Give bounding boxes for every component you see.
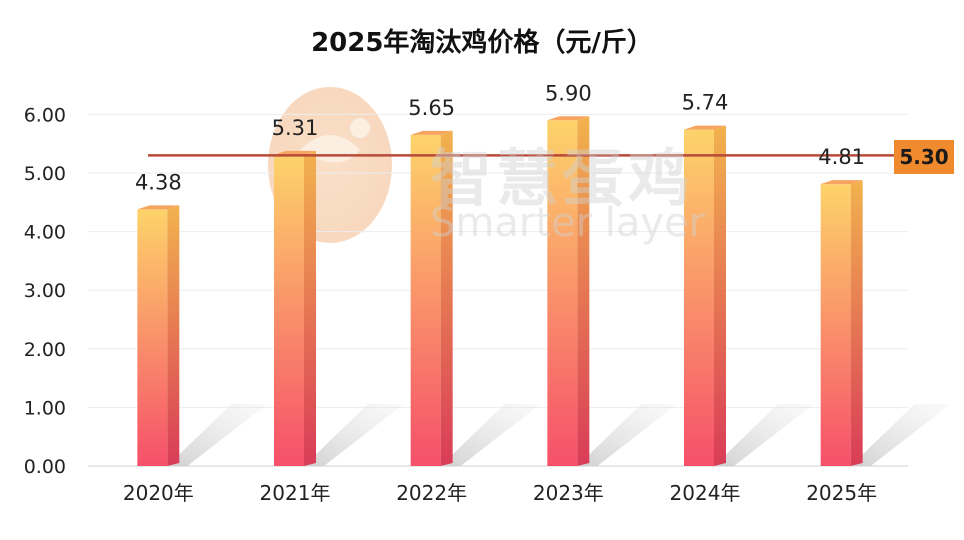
value-label: 5.74 — [682, 91, 729, 115]
x-tick-label: 2021年 — [260, 481, 331, 505]
bar — [684, 129, 714, 467]
x-tick-label: 2025年 — [806, 481, 877, 505]
y-axis-ticks: 0.00 1.00 2.00 3.00 4.00 5.00 6.00 — [24, 104, 66, 478]
x-tick-label: 2022年 — [396, 481, 467, 505]
bar-top — [274, 150, 316, 155]
reference-line-badge: 5.30 — [894, 140, 954, 174]
x-tick-label: 2023年 — [533, 481, 604, 505]
grid-lines — [88, 113, 908, 467]
bar-side — [167, 205, 180, 466]
bar — [547, 120, 578, 466]
bar-shadow — [304, 404, 404, 466]
bar-shadow — [850, 404, 951, 466]
y-tick-label: 0.00 — [24, 456, 66, 478]
bar-top — [410, 130, 453, 135]
bar — [820, 184, 851, 466]
bar-top — [684, 125, 726, 130]
value-label: 5.31 — [272, 116, 319, 140]
y-tick-label: 3.00 — [24, 280, 66, 302]
y-tick-label: 4.00 — [24, 222, 66, 244]
value-labels: 4.38 5.31 5.65 5.90 5.74 4.81 — [135, 81, 865, 194]
y-tick-label: 5.00 — [24, 163, 66, 185]
value-label: 4.81 — [818, 145, 865, 169]
value-label: 4.38 — [135, 170, 182, 194]
bar-side — [850, 180, 863, 466]
bar-side — [440, 130, 453, 466]
bar-shadows — [167, 404, 951, 466]
bar-shadow — [440, 404, 541, 466]
watermark-cn: 智慧蛋鸡 — [430, 142, 695, 215]
bar-shadow — [167, 404, 268, 466]
value-label: 5.90 — [545, 81, 592, 105]
bar-side — [714, 125, 726, 467]
value-label: 5.65 — [408, 96, 455, 120]
watermark-en: Smarter layer — [430, 200, 706, 246]
y-tick-label: 2.00 — [24, 339, 66, 361]
bar — [410, 134, 441, 466]
bar-top — [820, 180, 863, 185]
bar-shadow — [714, 404, 814, 466]
x-tick-label: 2020年 — [123, 481, 194, 505]
y-tick-label: 1.00 — [24, 397, 66, 419]
bar-top — [137, 205, 180, 210]
bar-top — [547, 116, 590, 121]
bar — [274, 154, 304, 467]
bars — [137, 116, 863, 467]
bar-shadow — [577, 404, 678, 466]
bar-side — [304, 150, 316, 467]
chart-title: 2025年淘汰鸡价格（元/斤） — [311, 28, 653, 58]
bar — [137, 209, 168, 466]
bar-side — [577, 116, 590, 466]
x-axis-labels: 2020年 2021年 2022年 2023年 2024年 2025年 — [123, 481, 877, 505]
x-tick-label: 2024年 — [670, 481, 741, 505]
y-tick-label: 6.00 — [24, 104, 66, 126]
